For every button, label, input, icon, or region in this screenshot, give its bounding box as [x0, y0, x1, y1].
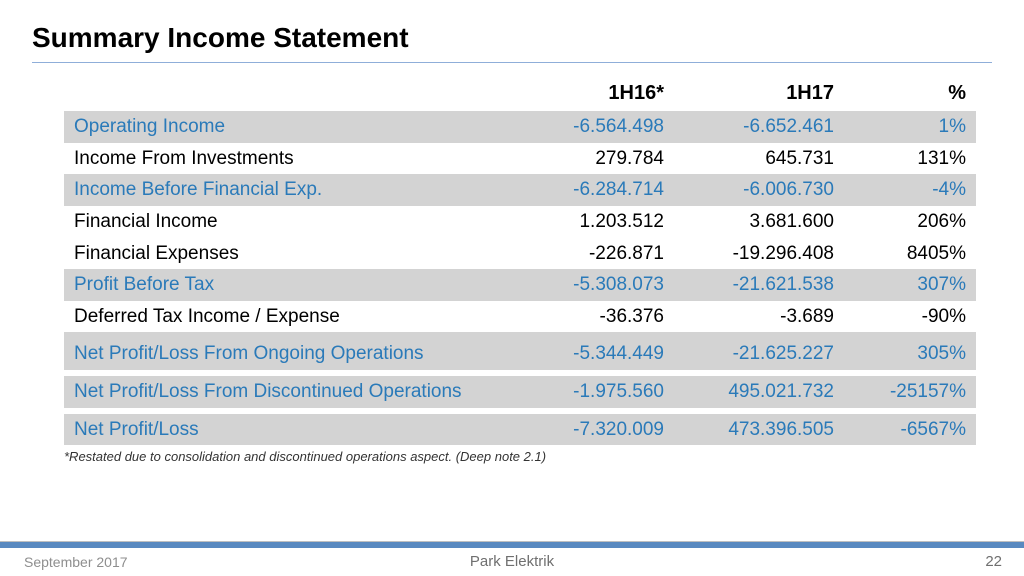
table-header-row: 1H16* 1H17 % — [64, 78, 976, 111]
footnote: *Restated due to consolidation and disco… — [64, 449, 624, 465]
row-val-a: -5.308.073 — [514, 269, 674, 301]
row-val-b: -19.296.408 — [674, 238, 844, 270]
row-val-b: -6.006.730 — [674, 174, 844, 206]
row-val-b: 645.731 — [674, 143, 844, 175]
row-label: Financial Expenses — [64, 238, 514, 270]
table-row: Net Profit/Loss From Ongoing Operations … — [64, 338, 976, 370]
row-val-c: -90% — [844, 301, 976, 333]
row-val-c: -6567% — [844, 414, 976, 446]
row-val-c: 1% — [844, 111, 976, 143]
row-label: Deferred Tax Income / Expense — [64, 301, 514, 333]
row-val-b: 473.396.505 — [674, 414, 844, 446]
col-header-c: % — [844, 78, 976, 111]
row-label: Profit Before Tax — [64, 269, 514, 301]
row-val-b: -21.621.538 — [674, 269, 844, 301]
row-val-a: 279.784 — [514, 143, 674, 175]
row-label: Income From Investments — [64, 143, 514, 175]
footer-page-number: 22 — [985, 553, 1002, 570]
row-val-b: -3.689 — [674, 301, 844, 333]
slide: Summary Income Statement 1H16* 1H17 % Op… — [0, 0, 1024, 576]
table-row: Net Profit/Loss -7.320.009 473.396.505 -… — [64, 414, 976, 446]
table-row: Net Profit/Loss From Discontinued Operat… — [64, 376, 976, 408]
table-row: Financial Income 1.203.512 3.681.600 206… — [64, 206, 976, 238]
row-val-a: -6.564.498 — [514, 111, 674, 143]
row-val-b: 495.021.732 — [674, 376, 844, 408]
col-header-blank — [64, 78, 514, 111]
title-rule — [32, 62, 992, 63]
row-val-a: -1.975.560 — [514, 376, 674, 408]
row-val-c: -4% — [844, 174, 976, 206]
row-val-b: 3.681.600 — [674, 206, 844, 238]
income-table-wrap: 1H16* 1H17 % Operating Income -6.564.498… — [64, 78, 976, 466]
table-row: Financial Expenses -226.871 -19.296.408 … — [64, 238, 976, 270]
row-val-c: 307% — [844, 269, 976, 301]
row-val-c: 8405% — [844, 238, 976, 270]
row-val-a: -6.284.714 — [514, 174, 674, 206]
table-row: Deferred Tax Income / Expense -36.376 -3… — [64, 301, 976, 333]
row-val-a: -7.320.009 — [514, 414, 674, 446]
row-val-c: -25157% — [844, 376, 976, 408]
row-val-b: -21.625.227 — [674, 338, 844, 370]
row-val-c: 131% — [844, 143, 976, 175]
table-row: Profit Before Tax -5.308.073 -21.621.538… — [64, 269, 976, 301]
row-val-a: -36.376 — [514, 301, 674, 333]
row-val-a: -226.871 — [514, 238, 674, 270]
col-header-a: 1H16* — [514, 78, 674, 111]
row-val-a: 1.203.512 — [514, 206, 674, 238]
row-val-c: 305% — [844, 338, 976, 370]
row-label: Net Profit/Loss — [64, 414, 514, 446]
table-row: Operating Income -6.564.498 -6.652.461 1… — [64, 111, 976, 143]
table-row: Income From Investments 279.784 645.731 … — [64, 143, 976, 175]
row-val-b: -6.652.461 — [674, 111, 844, 143]
table-row: Income Before Financial Exp. -6.284.714 … — [64, 174, 976, 206]
row-val-c: 206% — [844, 206, 976, 238]
income-table: 1H16* 1H17 % Operating Income -6.564.498… — [64, 78, 976, 445]
footer-company: Park Elektrik — [0, 553, 1024, 570]
col-header-b: 1H17 — [674, 78, 844, 111]
footer: September 2017 Park Elektrik 22 — [0, 548, 1024, 576]
row-label: Net Profit/Loss From Discontinued Operat… — [64, 376, 514, 408]
row-label: Financial Income — [64, 206, 514, 238]
footer-bar — [0, 541, 1024, 548]
row-label: Operating Income — [64, 111, 514, 143]
row-val-a: -5.344.449 — [514, 338, 674, 370]
row-label: Income Before Financial Exp. — [64, 174, 514, 206]
page-title: Summary Income Statement — [32, 22, 409, 54]
row-label: Net Profit/Loss From Ongoing Operations — [64, 338, 514, 370]
